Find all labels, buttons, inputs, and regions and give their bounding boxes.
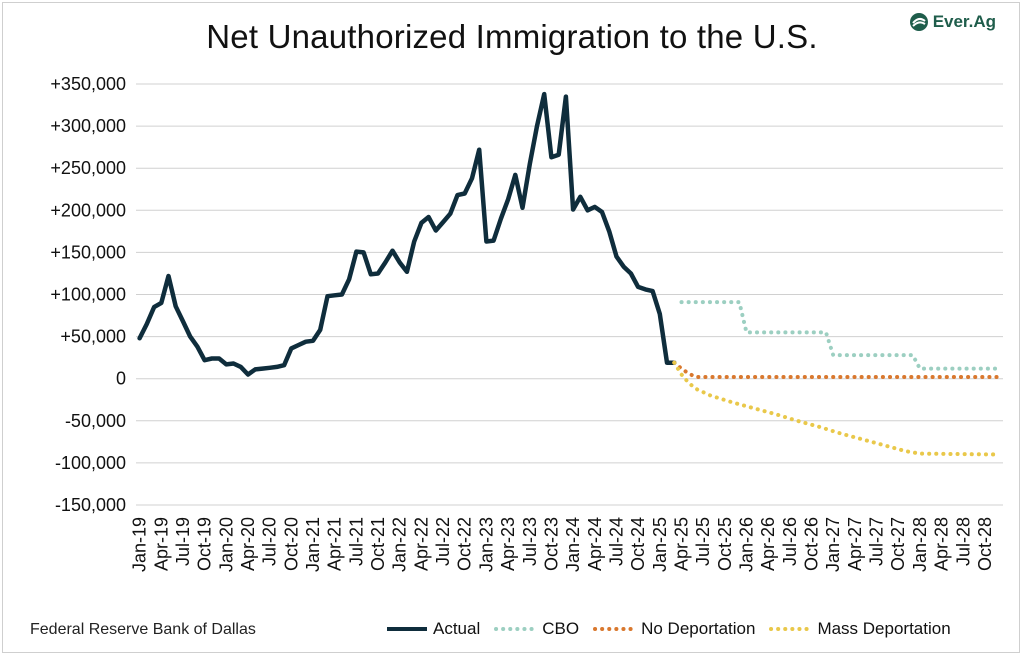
x-tick-label: Apr-19: [151, 517, 171, 571]
x-tick-label: Jul-23: [520, 517, 540, 566]
y-tick-label: -50,000: [65, 411, 126, 431]
y-tick-label: 0: [116, 369, 126, 389]
x-tick-label: Apr-21: [325, 517, 345, 571]
source-note: Federal Reserve Bank of Dallas: [30, 621, 256, 638]
x-tick-label: Jan-22: [390, 517, 410, 572]
x-tick-label: Jan-27: [823, 517, 843, 572]
x-tick-label: Apr-24: [585, 517, 605, 571]
x-tick-label: Jan-20: [216, 517, 236, 572]
legend-swatch-actual: [387, 627, 427, 631]
x-tick-label: Jan-26: [737, 517, 757, 572]
x-tick-label: Oct-24: [628, 517, 648, 571]
y-tick-label: +250,000: [50, 158, 126, 178]
legend-swatch-cbo: [494, 627, 539, 631]
x-tick-label: Jul-20: [260, 517, 280, 566]
y-axis-ticks: +350,000 +300,000 +250,000 +200,000 +150,000…: [50, 74, 126, 515]
x-tick-label: Jul-25: [693, 517, 713, 566]
y-tick-label: +300,000: [50, 116, 126, 136]
x-tick-label: Jan-23: [476, 517, 496, 572]
legend-label-mass-deportation: Mass Deportation: [817, 619, 951, 638]
legend-label-actual: Actual: [433, 619, 481, 638]
x-tick-label: Oct-27: [888, 517, 908, 571]
x-tick-label: Jul-28: [953, 517, 973, 566]
legend-item-cbo: CBO: [494, 619, 579, 639]
x-tick-label: Oct-25: [715, 517, 735, 571]
legend-item-no-deportation: No Deportation: [593, 619, 755, 639]
x-tick-label: Jul-21: [346, 517, 366, 566]
legend-label-no-deportation: No Deportation: [641, 619, 756, 638]
legend-item-mass-deportation: Mass Deportation: [769, 619, 951, 639]
x-tick-label: Apr-20: [238, 517, 258, 571]
x-tick-label: Jul-27: [867, 517, 887, 566]
leaf-circle-icon: [909, 13, 928, 31]
series-line-actual: [137, 91, 677, 377]
x-tick-label: Jan-21: [303, 517, 323, 572]
x-tick-label: Jul-19: [173, 517, 193, 566]
legend: Actual CBO No Deportation Mass Deportati…: [385, 619, 965, 639]
x-tick-label: Jul-22: [433, 517, 453, 566]
y-tick-label: +350,000: [50, 74, 126, 94]
x-tick-label: Jan-25: [650, 517, 670, 572]
logo-text: Ever.Ag: [932, 12, 996, 31]
ever-ag-logo: Ever.Ag: [909, 12, 996, 32]
y-tick-label: +150,000: [50, 242, 126, 262]
series-line-no-deportation: [672, 360, 1002, 379]
x-tick-label: Apr-28: [932, 517, 952, 571]
x-tick-label: Jan-28: [910, 517, 930, 572]
x-tick-label: Apr-25: [671, 517, 691, 571]
x-tick-label: Oct-26: [802, 517, 822, 571]
y-tick-label: -150,000: [55, 495, 126, 515]
y-tick-label: -100,000: [55, 453, 126, 473]
x-tick-label: Oct-19: [195, 517, 215, 571]
x-tick-label: Oct-22: [455, 517, 475, 571]
x-tick-label: Jul-24: [606, 517, 626, 566]
x-tick-label: Apr-26: [758, 517, 778, 571]
x-tick-label: Apr-22: [411, 517, 431, 571]
x-tick-label: Apr-27: [845, 517, 865, 571]
legend-item-actual: Actual: [385, 619, 480, 639]
x-tick-label: Oct-21: [368, 517, 388, 571]
y-tick-label: +50,000: [60, 327, 126, 347]
x-tick-label: Oct-23: [541, 517, 561, 571]
x-tick-label: Oct-28: [975, 517, 995, 571]
series-line-mass-deportation: [672, 360, 1002, 457]
legend-label-cbo: CBO: [542, 619, 580, 638]
legend-swatch-mass-deportation: [769, 627, 814, 631]
x-tick-label: Jul-26: [780, 517, 800, 566]
y-tick-label: +100,000: [50, 285, 126, 305]
x-axis-ticks: Jan-19 Apr-19 Jul-19 Oct-19 Jan-20 Apr-20 Jul-…: [130, 517, 995, 572]
series-lines: [137, 91, 1002, 457]
chart-title: Net Unauthorized Immigration to the U.S.: [206, 18, 818, 55]
x-tick-label: Apr-23: [498, 517, 518, 571]
x-tick-label: Jan-19: [130, 517, 150, 572]
series-line-cbo: [679, 300, 1002, 371]
legend-swatch-no-deportation: [593, 627, 638, 631]
x-tick-label: Oct-20: [281, 517, 301, 571]
x-tick-label: Jan-24: [563, 517, 583, 572]
y-tick-label: +200,000: [50, 200, 126, 220]
